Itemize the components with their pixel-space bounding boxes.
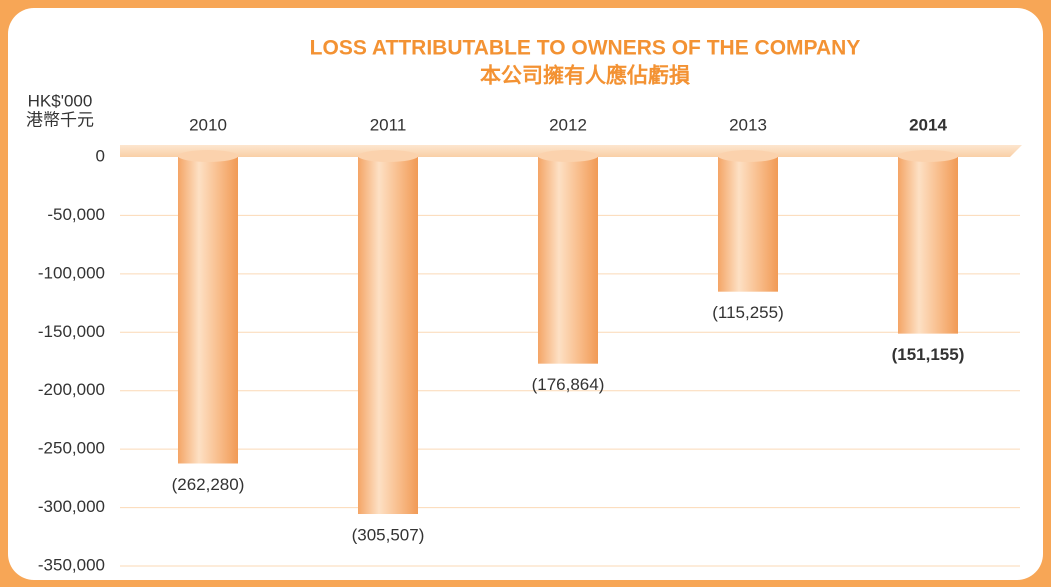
y-tick-label: -350,000 (38, 555, 105, 574)
value-label: (176,864) (532, 375, 605, 394)
bar-cap (178, 150, 238, 162)
value-label: (115,255) (712, 303, 784, 322)
panel (8, 8, 1043, 580)
value-label: (151,155) (892, 345, 965, 364)
y-tick-label: -100,000 (38, 263, 105, 282)
value-label: (305,507) (352, 525, 425, 544)
x-tick-label: 2010 (189, 115, 227, 134)
chart-title: LOSS ATTRIBUTABLE TO OWNERS OF THE COMPA… (310, 37, 861, 60)
bar (538, 157, 598, 364)
x-tick-label: 2011 (370, 115, 407, 134)
x-tick-label: 2014 (909, 115, 947, 134)
bar-cap (538, 150, 598, 162)
y-tick-label: 0 (96, 146, 105, 165)
bar (718, 157, 778, 292)
y-tick-label: -150,000 (38, 322, 105, 341)
y-tick-label: -200,000 (38, 380, 105, 399)
chart-subtitle: 本公司擁有人應佔虧損 (480, 64, 691, 88)
bar (898, 157, 958, 334)
y-tick-label: -250,000 (38, 439, 105, 458)
bar-cap (898, 150, 958, 162)
x-tick-label: 2013 (729, 115, 767, 134)
y-tick-label: -50,000 (47, 205, 105, 224)
y-axis-label: 港幣千元 (26, 110, 94, 129)
bar-cap (718, 150, 778, 162)
value-label: (262,280) (172, 475, 245, 494)
bar-cap (358, 150, 418, 162)
y-tick-label: -300,000 (38, 497, 105, 516)
bar (178, 157, 238, 464)
x-tick-label: 2012 (549, 115, 587, 134)
y-axis-label: HK$'000 (28, 91, 93, 110)
bar (358, 157, 418, 515)
